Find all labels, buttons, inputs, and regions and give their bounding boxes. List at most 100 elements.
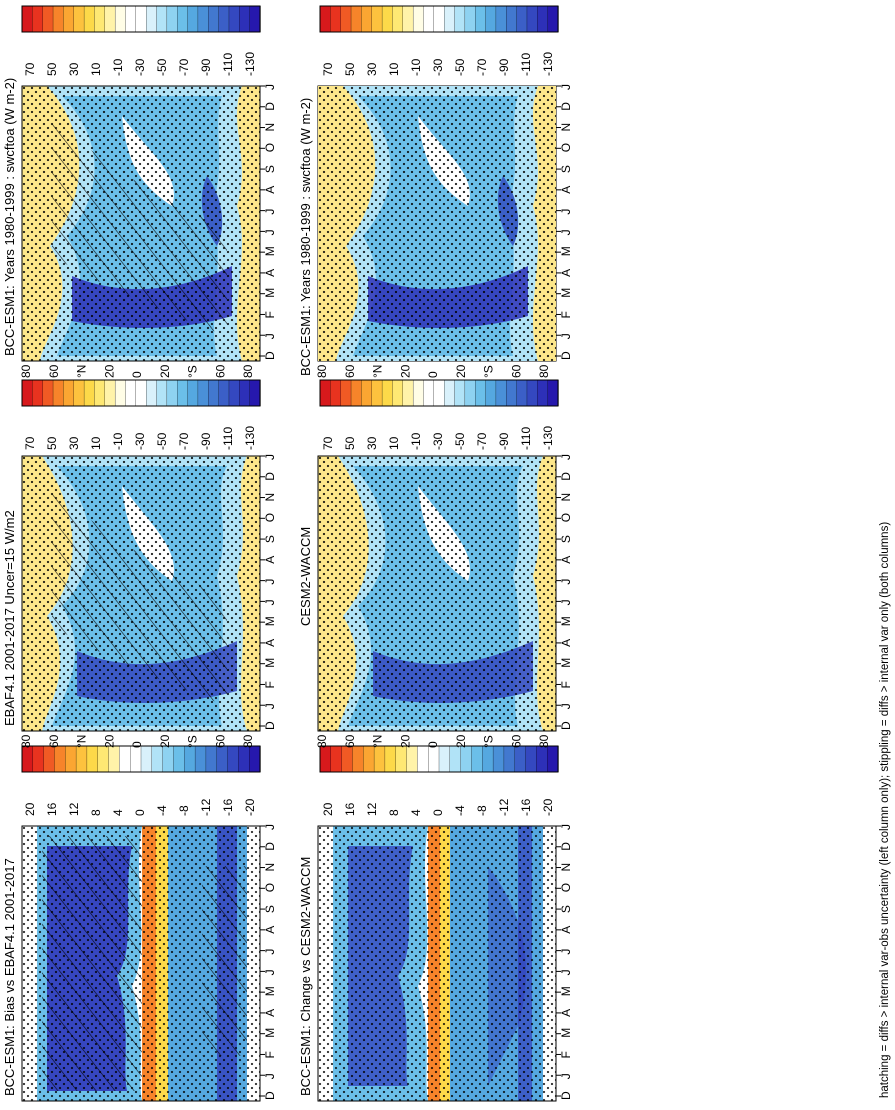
colorbar-swatch bbox=[382, 6, 393, 32]
panel-bottom-right-title: BCC-ESM1: Change vs CESM2-WACCM bbox=[298, 857, 313, 1096]
colorbar-swatch bbox=[423, 6, 434, 32]
colorbar-swatch bbox=[94, 6, 105, 32]
colorbar-swatch bbox=[363, 746, 374, 772]
lat-tick-label: °N bbox=[75, 365, 89, 378]
footnote: hatching = diffs > internal var-obs unce… bbox=[879, 522, 891, 1098]
month-tick-label: M bbox=[559, 288, 573, 298]
colorbar-swatch bbox=[152, 746, 163, 772]
month-tick-label: J bbox=[263, 1073, 277, 1079]
colorbar-swatch bbox=[167, 380, 178, 406]
lat-tick-label: 20 bbox=[158, 734, 172, 748]
month-tick-label: O bbox=[263, 883, 277, 892]
colorbar-label: -10 bbox=[111, 432, 125, 450]
colorbar-swatch bbox=[465, 380, 476, 406]
colorbar-label: 50 bbox=[343, 436, 357, 450]
colorbar-swatch bbox=[320, 6, 331, 32]
month-tick-label: F bbox=[263, 681, 277, 688]
colorbar-label: 8 bbox=[387, 809, 401, 816]
month-tick-label: J bbox=[263, 969, 277, 975]
month-tick-label: M bbox=[263, 658, 277, 668]
colorbar-label: -70 bbox=[177, 58, 191, 76]
month-tick-label: M bbox=[559, 246, 573, 256]
panel-middle-right: CESM2-WACCM bbox=[298, 456, 556, 731]
colorbar-label: -70 bbox=[475, 432, 489, 450]
colorbar-swatch bbox=[173, 746, 184, 772]
month-tick-label: D bbox=[263, 102, 277, 111]
colorbar-swatch bbox=[396, 746, 407, 772]
colorbar-label: -10 bbox=[409, 58, 423, 76]
colorbar-swatch bbox=[198, 6, 209, 32]
colorbar-swatch bbox=[506, 6, 517, 32]
colorbar-label: 4 bbox=[111, 809, 125, 816]
month-tick-label: M bbox=[263, 986, 277, 996]
colorbar-swatch bbox=[331, 746, 342, 772]
colorbar-label: -20 bbox=[243, 798, 257, 816]
colorbar-label: -50 bbox=[453, 58, 467, 76]
colorbar-swatch bbox=[526, 746, 537, 772]
month-tick-label: J bbox=[263, 229, 277, 235]
month-tick-label: S bbox=[263, 535, 277, 543]
lat-tick-label: 80 bbox=[315, 734, 329, 748]
colorbar-swatch bbox=[109, 746, 120, 772]
colorbar-swatch bbox=[330, 380, 341, 406]
colorbar-swatch bbox=[471, 746, 482, 772]
lat-tick-label: 80 bbox=[537, 364, 551, 378]
month-tick-label: J bbox=[559, 333, 573, 339]
month-tick-label: A bbox=[263, 1009, 277, 1017]
lat-tick-label: 20 bbox=[158, 364, 172, 378]
lat-tick-label: °N bbox=[371, 365, 385, 378]
colorbar-swatch bbox=[65, 746, 76, 772]
colorbar-swatch bbox=[475, 6, 486, 32]
colorbar-label: 30 bbox=[67, 62, 81, 76]
colorbar-swatch bbox=[54, 746, 65, 772]
month-tick-label: O bbox=[559, 143, 573, 152]
month-tick-label: A bbox=[559, 186, 573, 194]
colorbar-label: 70 bbox=[23, 62, 37, 76]
month-tick-label: S bbox=[559, 165, 573, 173]
colorbar-label: 70 bbox=[321, 62, 335, 76]
colorbar-swatch bbox=[515, 746, 526, 772]
month-tick-label: D bbox=[263, 842, 277, 851]
colorbar-swatch bbox=[22, 380, 33, 406]
colorbar-swatch bbox=[206, 746, 217, 772]
colorbar-absolute-col1b-swatches bbox=[22, 380, 261, 406]
colorbar-label: -110 bbox=[221, 53, 235, 76]
month-tick-label: J bbox=[559, 209, 573, 215]
colorbar-label: 20 bbox=[23, 802, 37, 816]
lat-tick-label: °S bbox=[186, 735, 200, 748]
colorbar-swatch bbox=[146, 6, 157, 32]
colorbar-difference-col2-swatches bbox=[320, 746, 559, 772]
month-tick-label: J bbox=[559, 703, 573, 709]
colorbar-swatch bbox=[392, 380, 403, 406]
colorbar-label: 50 bbox=[343, 62, 357, 76]
colorbar-swatch bbox=[84, 6, 95, 32]
colorbar-swatch bbox=[141, 746, 152, 772]
colorbar-swatch bbox=[188, 380, 199, 406]
colorbar-swatch bbox=[536, 746, 547, 772]
colorbar-swatch bbox=[341, 6, 352, 32]
lat-tick-label: 60 bbox=[343, 364, 357, 378]
month-tick-label: O bbox=[559, 513, 573, 522]
month-tick-label: M bbox=[559, 986, 573, 996]
month-tick-label: N bbox=[559, 123, 573, 132]
lat-tick-label: 80 bbox=[19, 734, 33, 748]
colorbar-swatch bbox=[482, 746, 493, 772]
month-tick-label: N bbox=[263, 863, 277, 872]
lat-tick-label: 80 bbox=[19, 364, 33, 378]
month-tick-label: F bbox=[263, 311, 277, 318]
colorbar-swatch bbox=[486, 380, 497, 406]
colorbar-label: -70 bbox=[475, 58, 489, 76]
colorbar-swatch bbox=[372, 380, 383, 406]
colorbar-swatch bbox=[444, 380, 455, 406]
colorbar-swatch bbox=[44, 746, 55, 772]
colorbar-label: 10 bbox=[387, 62, 401, 76]
colorbar-swatch bbox=[157, 380, 168, 406]
colorbar-swatch bbox=[320, 746, 331, 772]
month-tick-label: N bbox=[263, 493, 277, 502]
month-tick-label: O bbox=[559, 883, 573, 892]
colorbar-swatch bbox=[486, 6, 497, 32]
lat-tick-label: 60 bbox=[213, 734, 227, 748]
colorbar-swatch bbox=[22, 746, 33, 772]
